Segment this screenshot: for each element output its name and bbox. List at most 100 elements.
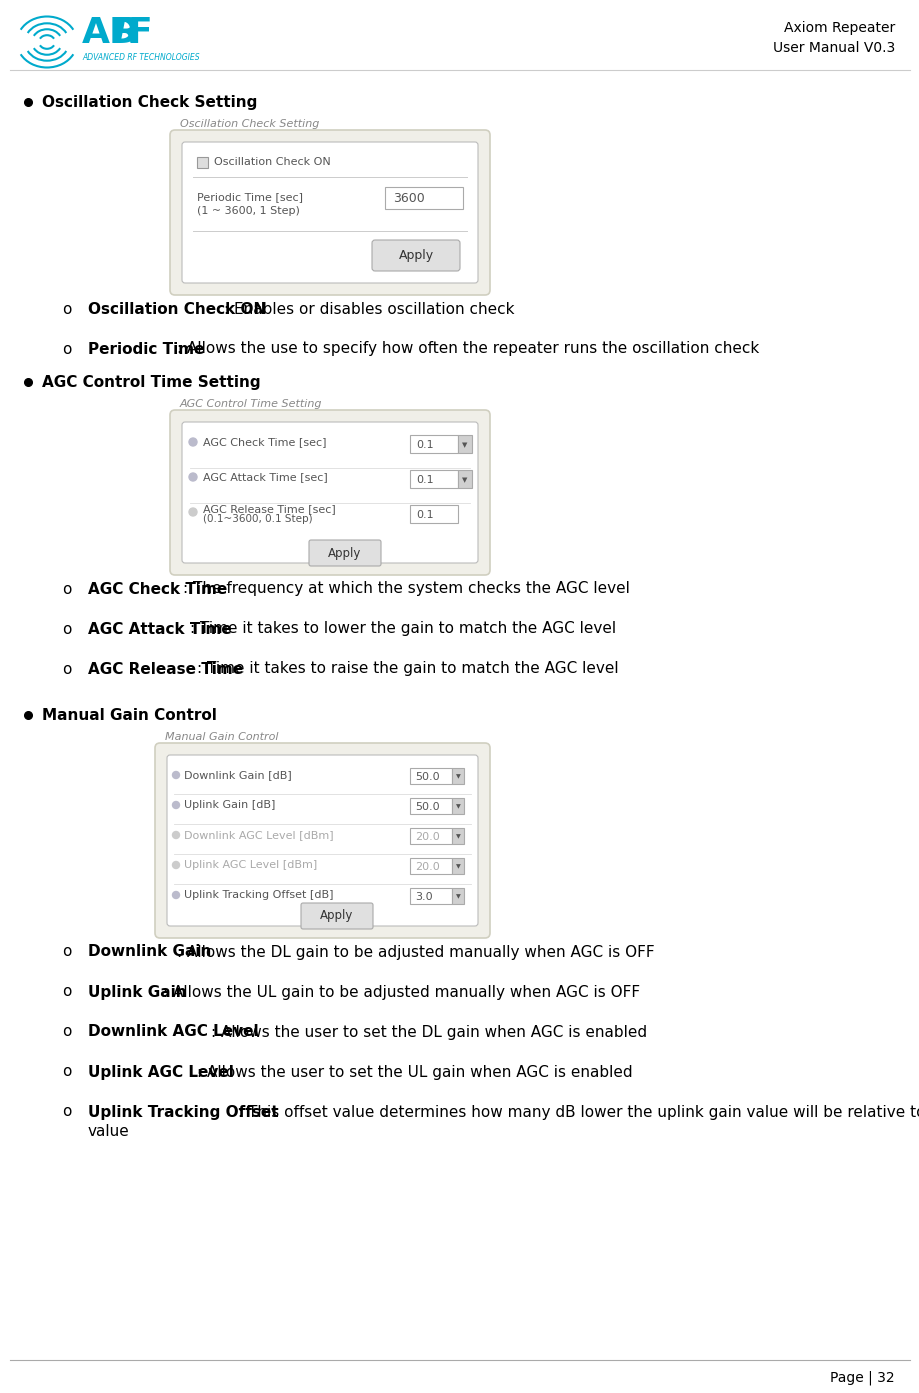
FancyBboxPatch shape [182,142,478,283]
Bar [451,827,463,844]
FancyBboxPatch shape [170,410,490,575]
Bar [410,858,451,873]
Text: ▼: ▼ [455,894,460,900]
Circle shape [188,474,197,481]
FancyBboxPatch shape [309,540,380,566]
Text: AGC Check Time [sec]: AGC Check Time [sec] [203,437,326,447]
Bar [451,858,463,873]
Bar [458,435,471,453]
Text: Uplink Gain [dB]: Uplink Gain [dB] [184,800,275,809]
Bar [384,187,462,209]
Text: Apply: Apply [398,249,433,262]
Text: ADVANCED RF TECHNOLOGIES: ADVANCED RF TECHNOLOGIES [82,53,199,63]
Text: Oscillation Check ON: Oscillation Check ON [214,157,331,167]
Text: AGC Check Time: AGC Check Time [88,581,227,596]
Text: Uplink AGC Level [dBm]: Uplink AGC Level [dBm] [184,859,317,871]
Circle shape [173,832,179,839]
FancyBboxPatch shape [301,903,372,929]
Text: (1 ~ 3600, 1 Step): (1 ~ 3600, 1 Step) [197,206,300,216]
Text: AGC Control Time Setting: AGC Control Time Setting [42,375,260,390]
Text: R: R [112,15,140,50]
FancyBboxPatch shape [167,755,478,926]
Text: : Time it takes to lower the gain to match the AGC level: : Time it takes to lower the gain to mat… [190,621,616,637]
Text: AGC Release Time [sec]: AGC Release Time [sec] [203,504,335,514]
Bar [451,798,463,814]
Text: Uplink Tracking Offset: Uplink Tracking Offset [88,1105,278,1120]
Circle shape [173,801,179,808]
Text: : Allows the user to set the UL gain when AGC is enabled: : Allows the user to set the UL gain whe… [197,1064,632,1080]
Text: Oscillation Check ON: Oscillation Check ON [88,301,266,316]
Circle shape [188,508,197,515]
Text: o: o [62,662,72,677]
Text: 50.0: 50.0 [414,772,439,781]
Text: 20.0: 20.0 [414,832,439,841]
Circle shape [173,861,179,868]
Text: ▼: ▼ [455,865,460,869]
Text: : Allows the DL gain to be adjusted manually when AGC is OFF: : Allows the DL gain to be adjusted manu… [176,944,653,960]
Text: Periodic Time: Periodic Time [88,341,204,357]
Text: ▼: ▼ [455,834,460,840]
Text: AD: AD [82,15,140,50]
Text: o: o [62,1064,72,1080]
Text: Uplink Tracking Offset [dB]: Uplink Tracking Offset [dB] [184,890,334,900]
Text: Oscillation Check Setting: Oscillation Check Setting [42,95,257,110]
Bar [410,798,451,814]
Bar [410,887,451,904]
Bar [451,887,463,904]
Text: 50.0: 50.0 [414,802,439,812]
Text: Manual Gain Control: Manual Gain Control [42,708,217,723]
Text: Apply: Apply [328,546,361,560]
Text: Axiom Repeater: Axiom Repeater [783,21,894,35]
Text: F: F [128,15,153,50]
Bar [410,768,451,784]
Text: AGC Release Time: AGC Release Time [88,662,243,677]
Text: AGC Attack Time: AGC Attack Time [88,621,232,637]
Text: Downlink Gain [dB]: Downlink Gain [dB] [184,770,291,780]
Text: o: o [62,581,72,596]
Text: Downlink Gain: Downlink Gain [88,944,211,960]
Text: Apply: Apply [320,910,353,922]
Text: : Enables or disables oscillation check: : Enables or disables oscillation check [224,301,515,316]
Bar [410,506,458,522]
FancyBboxPatch shape [154,742,490,937]
Bar [458,469,471,488]
Text: o: o [62,944,72,960]
Text: 3.0: 3.0 [414,892,432,903]
Bar [451,768,463,784]
Text: ▼: ▼ [462,442,467,449]
Text: Uplink AGC Level: Uplink AGC Level [88,1064,233,1080]
Text: (0.1~3600, 0.1 Step): (0.1~3600, 0.1 Step) [203,514,312,524]
Bar [197,157,208,169]
Bar [410,469,458,488]
Text: Uplink Gain: Uplink Gain [88,985,187,1000]
FancyBboxPatch shape [371,240,460,272]
Text: : Allows the UL gain to be adjusted manually when AGC is OFF: : Allows the UL gain to be adjusted manu… [163,985,640,1000]
Text: value: value [88,1124,130,1139]
Text: 3600: 3600 [392,191,425,205]
Bar [410,827,451,844]
Text: ▼: ▼ [455,775,460,780]
Text: : Time it takes to raise the gain to match the AGC level: : Time it takes to raise the gain to mat… [197,662,618,677]
Text: User Manual V0.3: User Manual V0.3 [772,40,894,54]
Text: o: o [62,1105,72,1120]
Text: Downlink AGC Level: Downlink AGC Level [88,1024,258,1039]
Text: Oscillation Check Setting: Oscillation Check Setting [180,118,319,130]
Text: ▼: ▼ [455,805,460,809]
Text: Periodic Time [sec]: Periodic Time [sec] [197,192,302,202]
Text: o: o [62,621,72,637]
Bar [410,435,458,453]
Text: o: o [62,301,72,316]
Text: o: o [62,1024,72,1039]
Text: o: o [62,341,72,357]
Text: 20.0: 20.0 [414,862,439,872]
Circle shape [173,772,179,779]
Text: 0.1: 0.1 [415,440,433,450]
Text: : The frequency at which the system checks the AGC level: : The frequency at which the system chec… [183,581,630,596]
FancyBboxPatch shape [182,422,478,563]
Circle shape [173,892,179,898]
Text: : Allows the user to set the DL gain when AGC is enabled: : Allows the user to set the DL gain whe… [210,1024,646,1039]
Text: Downlink AGC Level [dBm]: Downlink AGC Level [dBm] [184,830,334,840]
Text: ▼: ▼ [462,476,467,483]
Circle shape [188,437,197,446]
Text: : Allows the use to specify how often the repeater runs the oscillation check: : Allows the use to specify how often th… [176,341,758,357]
